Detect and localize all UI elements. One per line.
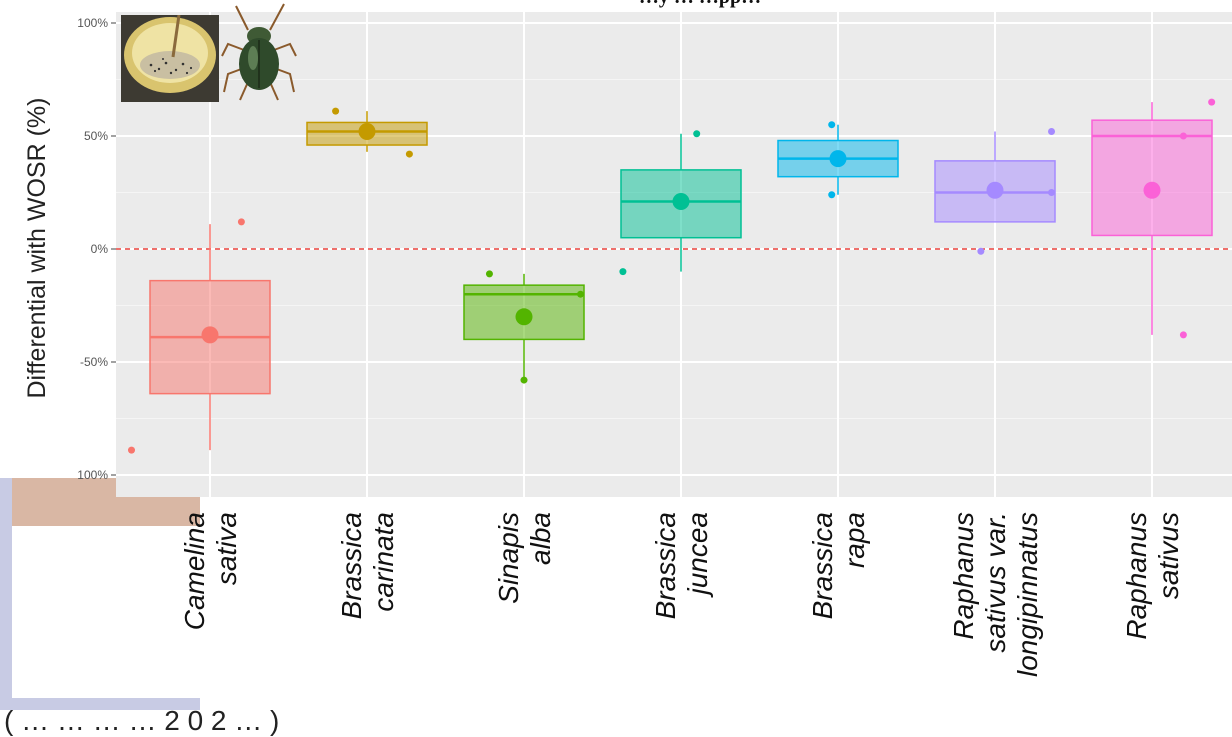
x-category-line: alba xyxy=(525,512,556,565)
y-axis-ticks: 100% 50% 0% -50% 100% xyxy=(77,16,116,482)
data-point xyxy=(577,290,585,298)
x-category-line: juncea xyxy=(682,512,713,599)
mean-point xyxy=(201,326,219,344)
box-group xyxy=(934,127,1056,255)
data-point xyxy=(485,270,493,278)
data-point xyxy=(1208,98,1216,106)
x-category-line: sativus xyxy=(1153,512,1184,599)
yellow-trap-photo xyxy=(121,15,219,102)
box-group xyxy=(463,270,585,384)
x-category-label: Raphanussativus var.longipinnatus xyxy=(948,512,1043,677)
data-point xyxy=(977,247,985,255)
x-category-line: longipinnatus xyxy=(1012,512,1043,677)
data-point xyxy=(1048,189,1056,196)
x-category-line: Raphanus xyxy=(1121,512,1152,640)
y-tick-label: 100% xyxy=(77,468,108,482)
data-point xyxy=(237,218,245,226)
x-category-line: Raphanus xyxy=(948,512,979,640)
boxes xyxy=(128,98,1216,454)
x-category-label: Brassicajuncea xyxy=(650,512,713,619)
box-group xyxy=(306,107,428,158)
mean-point xyxy=(986,181,1004,199)
x-axis-labels: Camelinasativa Brassicacarinata Sinapisalb… xyxy=(179,512,1184,677)
mean-point xyxy=(358,122,376,140)
data-point xyxy=(1179,331,1187,339)
x-category-line: Brassica xyxy=(336,512,367,619)
x-category-line: sativus var. xyxy=(980,512,1011,653)
data-point xyxy=(128,446,135,454)
data-point xyxy=(828,121,836,129)
data-point xyxy=(1179,132,1187,140)
x-category-line: Sinapis xyxy=(493,512,524,604)
x-category-line: Brassica xyxy=(650,512,681,619)
x-category-label: Camelinasativa xyxy=(179,512,242,630)
mean-point xyxy=(1143,181,1161,199)
data-point xyxy=(619,268,627,276)
slide-title: …y … …pp… xyxy=(250,0,1150,14)
data-point xyxy=(405,150,413,158)
box xyxy=(1091,119,1213,237)
decorative-frame xyxy=(0,478,200,710)
y-axis-label: Differential with WOSR (%) xyxy=(23,97,51,399)
y-tick-label: 0% xyxy=(91,242,109,256)
x-category-line: carinata xyxy=(368,512,399,612)
box-group xyxy=(777,121,899,199)
x-category-label: Brassicarapa xyxy=(807,512,870,619)
x-category-label: Raphanussativus xyxy=(1121,512,1184,640)
x-category-line: Brassica xyxy=(807,512,838,619)
mean-point xyxy=(829,150,847,168)
x-category-line: sativa xyxy=(211,512,242,585)
flea-beetle-photo xyxy=(221,3,297,101)
data-point xyxy=(332,107,340,115)
mean-point xyxy=(515,308,533,326)
y-tick-label: 100% xyxy=(77,16,108,30)
data-point xyxy=(520,376,528,384)
box-group xyxy=(619,130,742,276)
data-point xyxy=(828,191,836,199)
box-group xyxy=(128,218,271,454)
box-group xyxy=(1091,98,1216,339)
y-tick-label: 50% xyxy=(84,129,108,143)
x-category-line: Camelina xyxy=(179,512,210,630)
data-point xyxy=(693,130,701,138)
x-category-label: Brassicacarinata xyxy=(336,512,399,619)
plot-panel xyxy=(116,12,1232,497)
x-category-line: rapa xyxy=(839,512,870,568)
data-point xyxy=(1048,127,1056,135)
mean-point xyxy=(672,193,690,211)
x-category-label: Sinapisalba xyxy=(493,512,556,604)
y-tick-label: -50% xyxy=(80,355,108,369)
footer-citation: ( … … … … 2 0 2 … ) xyxy=(4,705,280,736)
